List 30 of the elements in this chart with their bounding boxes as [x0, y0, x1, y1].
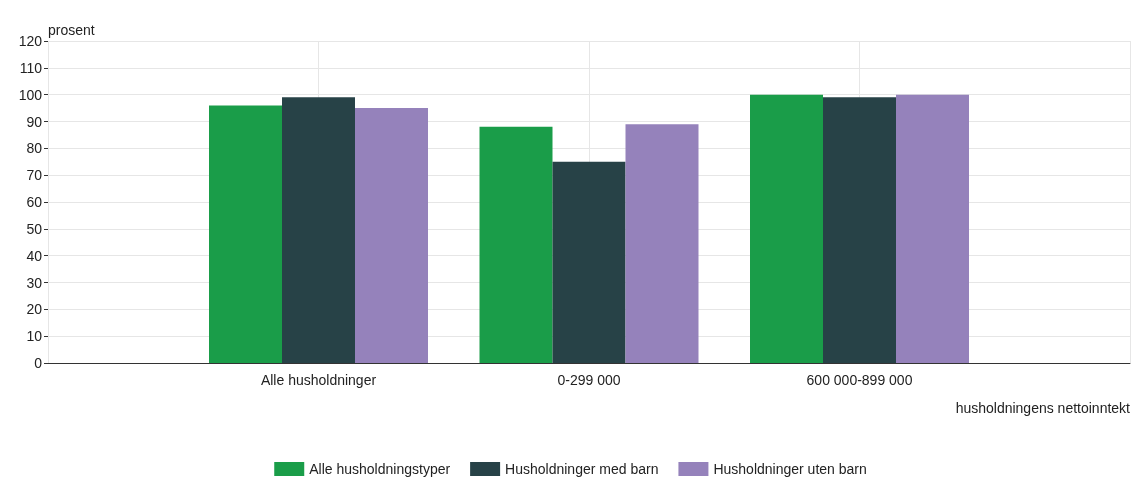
y-tick-label: 40 [26, 247, 43, 264]
legend-label: Husholdninger uten barn [713, 461, 867, 477]
y-tick-label: 30 [26, 274, 43, 291]
y-tick-label: 50 [26, 220, 43, 237]
x-tick-label: 0-299 000 [557, 372, 621, 388]
x-tick-label: Alle husholdninger [260, 372, 377, 388]
y-tick-label: 60 [26, 194, 43, 210]
x-axis-title: husholdningens nettoinntekt [955, 400, 1131, 416]
y-tick-label: 80 [26, 140, 43, 157]
y-tick-label: 90 [26, 113, 43, 130]
legend-label: Alle husholdningstyper [309, 461, 451, 477]
bar [479, 126, 553, 363]
y-tick-label: 100 [18, 86, 43, 103]
y-tick-label: 20 [26, 301, 43, 318]
bar [355, 108, 428, 363]
bar [552, 161, 626, 363]
y-tick-label: 10 [26, 328, 43, 345]
y-tick-label: 110 [19, 59, 43, 76]
legend-label: Husholdninger med barn [505, 461, 659, 477]
y-tick-label: 120 [18, 33, 43, 49]
y-axis-title: prosent [48, 22, 95, 38]
bar [625, 124, 699, 363]
bar [209, 105, 282, 363]
bar [750, 94, 823, 363]
y-tick-label: 70 [26, 167, 43, 184]
bar [823, 97, 896, 363]
bar [896, 94, 969, 363]
x-tick-label: 600 000-899 000 [806, 372, 913, 388]
y-tick-label: 0 [34, 355, 43, 371]
bar [282, 97, 355, 363]
